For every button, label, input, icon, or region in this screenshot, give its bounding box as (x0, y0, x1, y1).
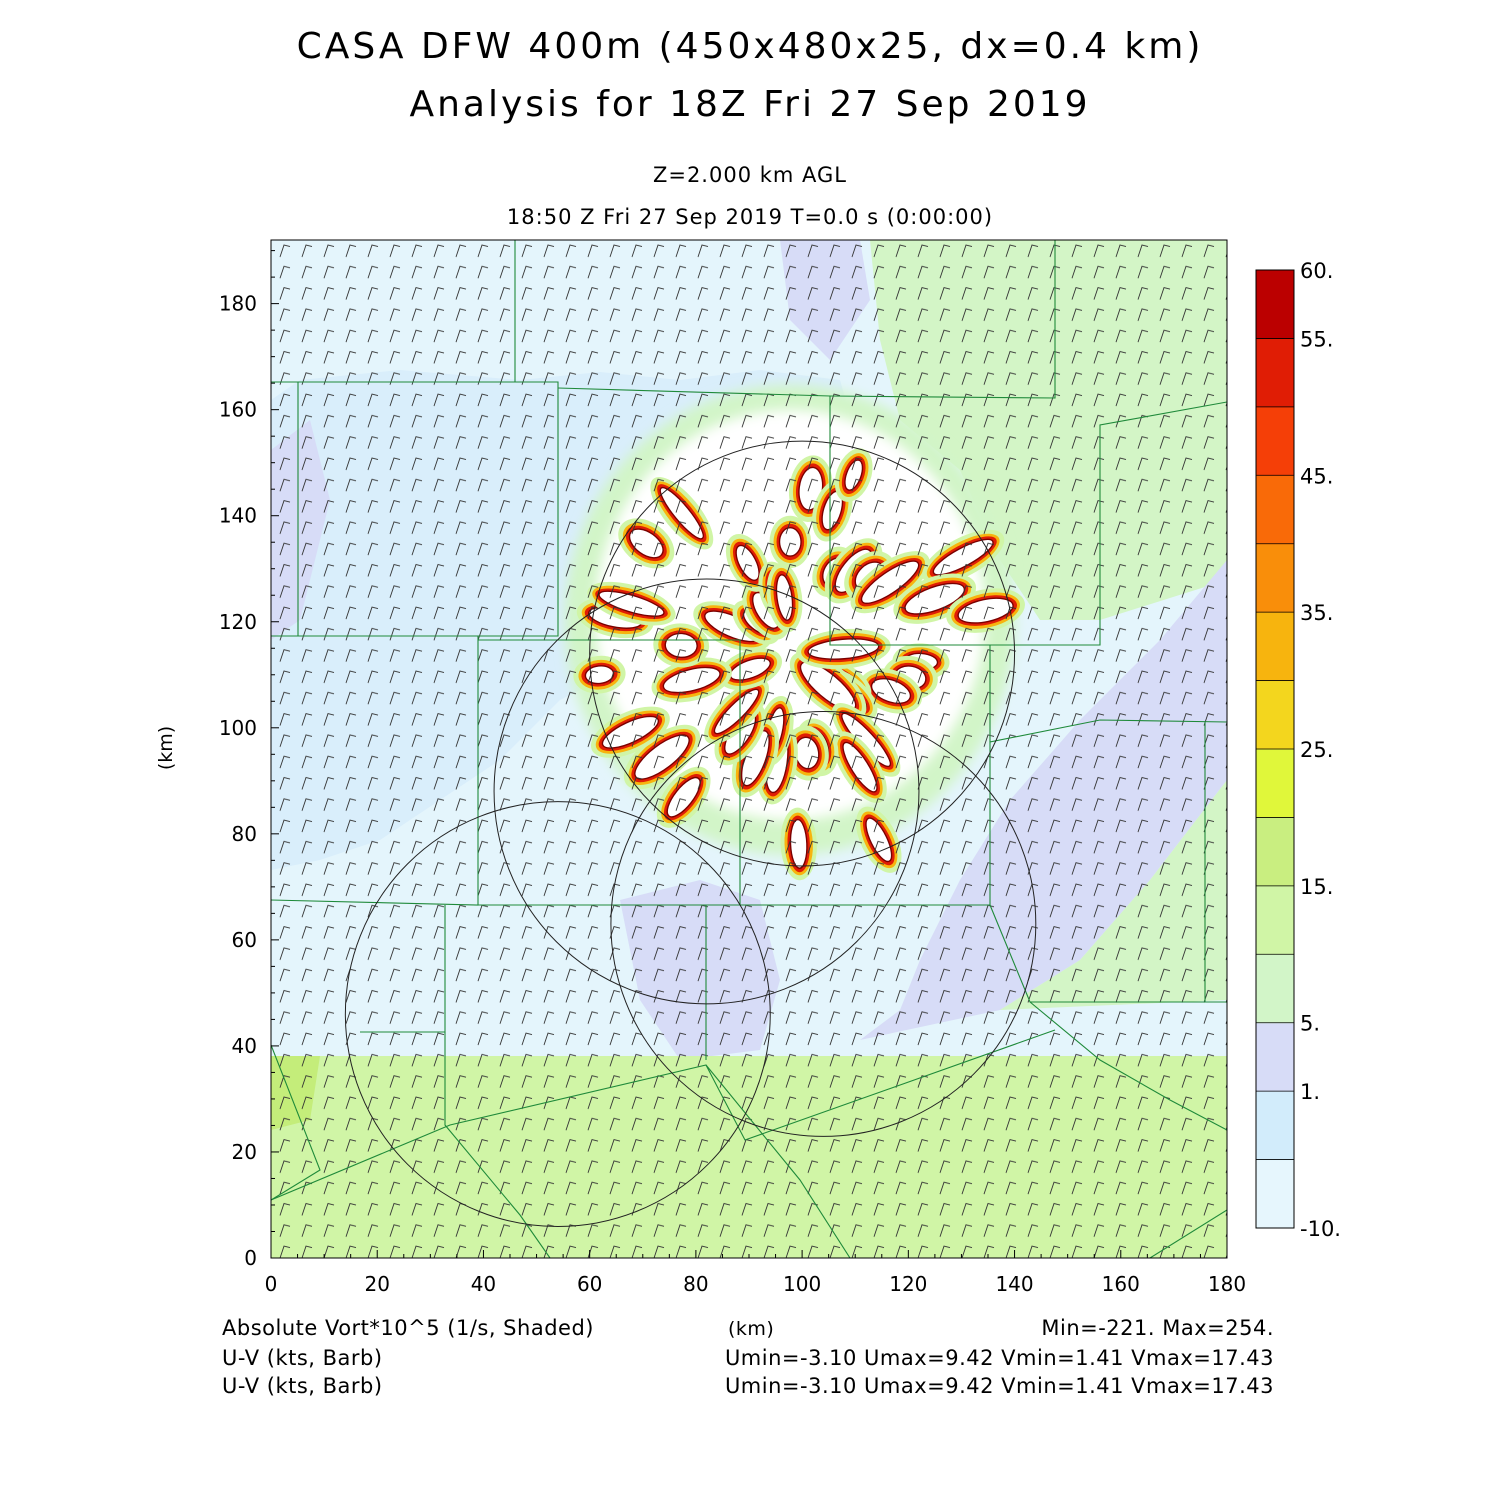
y-tick-label: 40 (232, 1034, 257, 1058)
colorbar-swatch (1256, 406, 1294, 476)
x-tick-label: 60 (577, 1272, 602, 1296)
colorbar-swatch (1256, 1022, 1294, 1092)
colorbar-tick-label: 1. (1300, 1080, 1320, 1104)
colorbar-tick-label: 45. (1300, 464, 1333, 488)
colorbar-tick-label: 25. (1300, 738, 1333, 762)
x-tick-label: 180 (1208, 1272, 1246, 1296)
colorbar-tick-label: 5. (1300, 1012, 1320, 1036)
x-tick-label: 80 (683, 1272, 708, 1296)
x-tick-label: 120 (889, 1272, 927, 1296)
colorbar-swatch (1256, 680, 1294, 750)
y-tick-label: 20 (232, 1140, 257, 1164)
colorbar-swatch (1256, 475, 1294, 545)
x-tick-label: 20 (364, 1272, 389, 1296)
y-tick-label: 140 (219, 504, 257, 528)
y-tick-label: 120 (219, 610, 257, 634)
y-tick-label: 160 (219, 398, 257, 422)
barb-stats-1: Umin=-3.10 Umax=9.42 Vmin=1.41 Vmax=17.4… (724, 1346, 1274, 1370)
level-label: Z=2.000 km AGL (652, 163, 848, 187)
field-label: Absolute Vort*10^5 (1/s, Shaded) (222, 1316, 594, 1340)
colorbar: -10. 1. 5. 15. 25. 35. 45. 55. 60. (1255, 259, 1341, 1241)
colorbar-swatch (1256, 1159, 1294, 1229)
colorbar-swatch (1256, 612, 1294, 682)
vorticity-field (271, 240, 1227, 1258)
y-tick-label: 0 (244, 1246, 257, 1270)
barb-stats-2: Umin=-3.10 Umax=9.42 Vmin=1.41 Vmax=17.4… (724, 1374, 1274, 1398)
title-line-1: CASA DFW 400m (450x480x25, dx=0.4 km) (296, 26, 1204, 67)
radar-ring (344, 801, 771, 1228)
x-axis-label: (km) (728, 1318, 775, 1340)
x-tick-label: 40 (471, 1272, 496, 1296)
x-tick-label: 100 (783, 1272, 821, 1296)
y-tick-label: 80 (232, 822, 257, 846)
colorbar-swatch (1256, 885, 1294, 955)
title-line-2: Analysis for 18Z Fri 27 Sep 2019 (409, 84, 1091, 125)
y-tick-label: 180 (219, 292, 257, 316)
y-tick-label: 100 (219, 716, 257, 740)
barb-label-1: U-V (kts, Barb) (222, 1346, 383, 1370)
x-tick-label: 160 (1102, 1272, 1140, 1296)
x-tick-label: 0 (265, 1272, 278, 1296)
colorbar-tick-label: 15. (1300, 875, 1333, 899)
colorbar-swatch (1256, 749, 1294, 818)
x-axis: 0 20 40 60 80 100 120 140 160 180 (265, 1250, 1246, 1296)
colorbar-swatch (1256, 954, 1294, 1024)
colorbar-tick-label: -10. (1300, 1217, 1341, 1241)
min-max-label: Min=-221. Max=254. (1041, 1316, 1274, 1340)
radar-ring (610, 711, 1037, 1137)
colorbar-swatch (1256, 270, 1294, 339)
colorbar-tick-label: 60. (1300, 259, 1333, 283)
colorbar-tick-label: 35. (1300, 601, 1333, 625)
barb-label-2: U-V (kts, Barb) (222, 1374, 383, 1398)
radar-ring (589, 440, 1016, 867)
y-tick-label: 60 (232, 928, 257, 952)
time-label: 18:50 Z Fri 27 Sep 2019 T=0.0 s (0:00:00… (506, 205, 994, 229)
x-tick-label: 140 (995, 1272, 1033, 1296)
colorbar-swatch (1256, 338, 1294, 408)
colorbar-swatch (1256, 543, 1294, 613)
radar-ring (493, 578, 920, 1005)
y-axis-label: (km) (155, 726, 177, 770)
colorbar-swatch (1256, 817, 1294, 887)
y-axis: 0 20 40 60 80 100 120 140 160 180 (219, 250, 279, 1270)
colorbar-tick-label: 55. (1300, 327, 1333, 351)
colorbar-swatch (1256, 1091, 1294, 1161)
